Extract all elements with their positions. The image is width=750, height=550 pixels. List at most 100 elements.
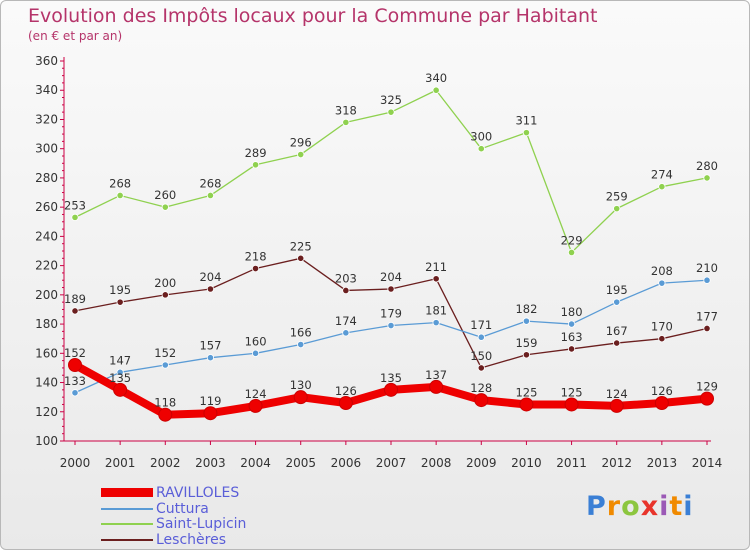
legend-swatch-saint-lupicin	[101, 523, 153, 525]
data-label: 125	[515, 385, 537, 399]
data-point	[429, 379, 444, 394]
data-point	[654, 396, 669, 410]
data-point	[522, 317, 531, 325]
data-label: 253	[64, 198, 86, 212]
data-label: 129	[696, 380, 718, 394]
data-label: 137	[425, 368, 447, 382]
data-point	[477, 364, 485, 372]
legend-item-lescheres: Leschères	[101, 532, 361, 548]
data-point	[432, 319, 440, 327]
data-point	[206, 354, 215, 362]
data-label: 124	[606, 387, 628, 401]
logo-letter: o	[621, 491, 641, 522]
data-point	[567, 345, 576, 353]
data-label: 119	[199, 394, 221, 408]
data-point	[432, 275, 440, 283]
legend-label-lescheres: Leschères	[156, 532, 226, 548]
y-tick-label: 180	[35, 317, 58, 331]
data-point	[432, 86, 440, 94]
data-point	[658, 279, 666, 287]
data-label: 125	[561, 385, 583, 399]
data-point	[567, 320, 576, 328]
data-point	[297, 340, 305, 349]
data-label: 174	[335, 314, 357, 328]
data-point	[658, 335, 666, 343]
x-tick-label: 2010	[511, 456, 542, 470]
data-label: 126	[335, 384, 357, 398]
y-tick-label: 300	[35, 142, 58, 156]
data-label: 203	[335, 271, 357, 285]
data-point	[297, 254, 305, 262]
legend-label-saint-lupicin: Saint-Lupicin	[156, 516, 247, 532]
proxiti-logo: Proxiti	[586, 491, 694, 522]
data-point	[477, 145, 485, 153]
legend-item-saint-lupicin: Saint-Lupicin	[101, 516, 361, 532]
data-point	[248, 398, 263, 413]
data-label: 200	[154, 276, 176, 290]
data-label: 260	[154, 188, 176, 202]
x-tick-label: 2000	[60, 456, 91, 470]
data-point	[387, 285, 395, 293]
y-tick-label: 320	[35, 112, 58, 126]
data-point	[342, 286, 350, 295]
data-label: 189	[64, 292, 86, 306]
data-point	[658, 183, 666, 191]
data-point	[474, 393, 489, 408]
data-point	[342, 118, 350, 126]
y-tick-label: 120	[35, 405, 58, 419]
data-point	[613, 339, 621, 347]
data-label: 133	[64, 374, 86, 388]
y-tick-label: 340	[35, 83, 58, 97]
data-label: 195	[109, 283, 131, 297]
chart-title: Evolution des Impôts locaux pour la Comm…	[28, 5, 598, 27]
data-label: 204	[380, 270, 402, 284]
y-tick-label: 220	[35, 259, 58, 273]
x-tick-label: 2003	[195, 456, 226, 470]
data-label: 171	[470, 318, 492, 332]
data-point	[206, 285, 215, 293]
data-point	[522, 351, 531, 359]
data-label: 218	[245, 250, 267, 264]
x-tick-label: 2004	[240, 456, 271, 470]
chart-subtitle: (en € et par an)	[28, 29, 123, 43]
x-tick-label: 2014	[692, 456, 723, 470]
logo-letter: r	[606, 491, 622, 522]
y-tick-label: 280	[35, 171, 58, 185]
data-point	[116, 298, 124, 306]
data-label: 157	[199, 339, 221, 353]
legend-label-ravilloles: RAVILLOLES	[156, 485, 240, 501]
data-label: 225	[290, 239, 312, 253]
data-point	[293, 390, 308, 405]
data-label: 152	[64, 346, 86, 360]
data-label: 128	[470, 381, 492, 395]
data-label: 268	[109, 176, 131, 190]
data-label: 211	[425, 260, 447, 274]
data-point	[613, 205, 621, 213]
y-tick-label: 260	[35, 200, 58, 214]
data-label: 274	[651, 168, 673, 182]
logo-letter: i	[659, 491, 670, 522]
data-point	[338, 396, 353, 410]
data-label: 167	[606, 324, 628, 338]
x-tick-label: 2011	[556, 456, 587, 470]
data-label: 152	[154, 346, 176, 360]
data-point	[387, 321, 395, 330]
logo-letter: x	[640, 491, 660, 522]
data-point	[116, 368, 124, 376]
data-point	[703, 174, 711, 182]
data-label: 268	[199, 176, 221, 190]
data-label: 159	[515, 336, 537, 350]
data-point	[297, 150, 305, 159]
data-point	[703, 276, 711, 284]
x-tick-label: 2008	[421, 456, 452, 470]
logo-letter: t	[669, 491, 684, 522]
y-tick-label: 200	[35, 288, 58, 302]
data-point	[609, 398, 624, 413]
data-label: 124	[245, 387, 267, 401]
data-point	[703, 324, 711, 333]
data-point	[161, 361, 169, 369]
y-tick-label: 160	[35, 346, 58, 360]
data-point	[387, 108, 395, 116]
data-label: 208	[651, 264, 673, 278]
